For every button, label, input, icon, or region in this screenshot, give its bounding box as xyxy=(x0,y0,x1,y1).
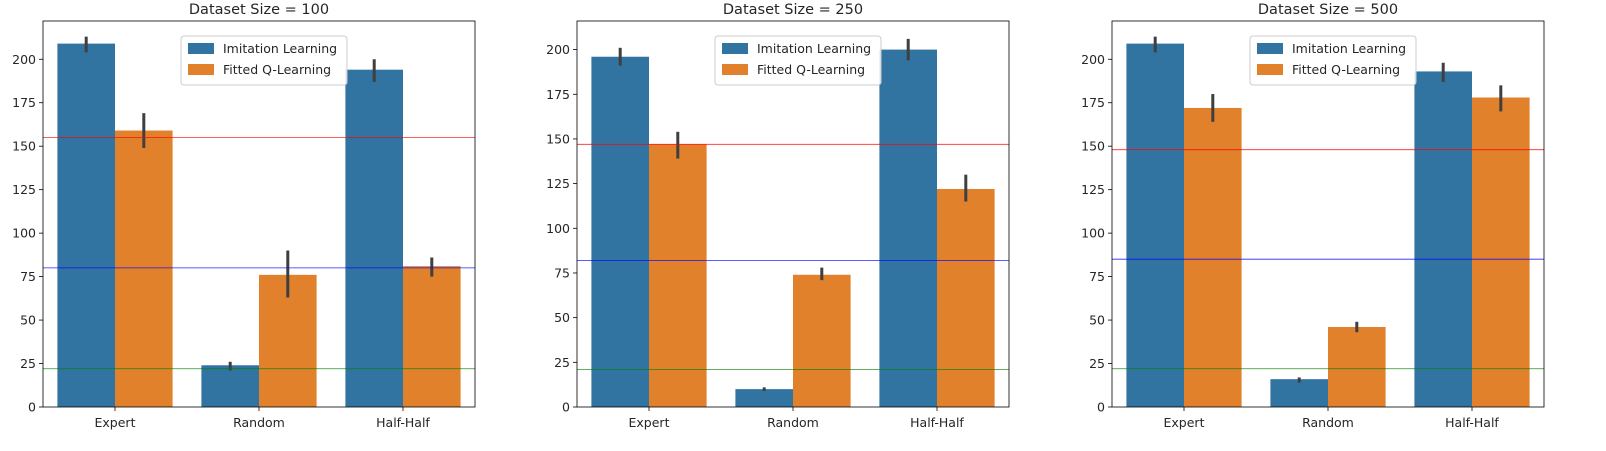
bar-half-half-fitted-q-learning xyxy=(403,266,461,407)
y-tick-label: 125 xyxy=(12,182,36,197)
y-tick-label: 25 xyxy=(1089,356,1105,371)
legend-label: Imitation Learning xyxy=(757,41,871,56)
legend: Imitation Learning Fitted Q-Learning xyxy=(714,35,882,86)
legend-label: Imitation Learning xyxy=(1292,41,1406,56)
bar-expert-imitation-learning xyxy=(1126,43,1184,407)
bar-random-imitation-learning xyxy=(201,365,259,407)
x-tick-label: Half-Half xyxy=(1445,415,1499,430)
bar-expert-imitation-learning xyxy=(57,43,115,407)
legend-box xyxy=(1249,35,1417,86)
y-tick-label: 50 xyxy=(1089,313,1105,328)
legend-swatch xyxy=(722,43,748,54)
chart-panel-2: Dataset Size = 250 0 25 50 75 100 125 150 175 200… xyxy=(546,2,1010,430)
x-tick-label: Expert xyxy=(1164,415,1205,430)
chart-title: Dataset Size = 500 xyxy=(1258,2,1398,18)
y-tick-label: 0 xyxy=(562,400,570,415)
legend-swatch xyxy=(722,64,748,75)
legend-label: Fitted Q-Learning xyxy=(223,62,331,77)
chart-panel-3: Dataset Size = 500 0 25 50 75 100 125 150 175 200… xyxy=(1081,2,1545,430)
legend-swatch xyxy=(1257,43,1283,54)
y-tick-label: 50 xyxy=(554,310,570,325)
y-tick-label: 175 xyxy=(12,95,36,110)
legend: Imitation Learning Fitted Q-Learning xyxy=(1249,35,1417,86)
bar-half-half-imitation-learning xyxy=(1414,71,1472,407)
bar-half-half-imitation-learning xyxy=(345,69,403,407)
y-tick-label: 75 xyxy=(1089,269,1105,284)
x-tick-label: Half-Half xyxy=(910,415,964,430)
bar-expert-fitted-q-learning xyxy=(649,144,707,408)
chart-title: Dataset Size = 250 xyxy=(723,2,863,18)
y-tick-label: 175 xyxy=(546,87,570,102)
y-tick-label: 125 xyxy=(546,176,570,191)
y-tick-label: 150 xyxy=(1081,139,1105,154)
chart-title: Dataset Size = 100 xyxy=(189,2,329,18)
legend-swatch xyxy=(1257,64,1283,75)
y-tick-label: 125 xyxy=(1081,182,1105,197)
y-tick-label: 100 xyxy=(12,226,36,241)
bar-half-half-fitted-q-learning xyxy=(937,188,995,407)
legend-swatch xyxy=(188,64,214,75)
y-tick-label: 50 xyxy=(20,313,36,328)
y-tick-label: 150 xyxy=(12,139,36,154)
legend-label: Imitation Learning xyxy=(223,41,337,56)
x-tick-label: Random xyxy=(233,415,285,430)
y-tick-label: 200 xyxy=(1081,52,1105,67)
y-tick-label: 25 xyxy=(20,356,36,371)
bar-expert-fitted-q-learning xyxy=(1184,107,1242,407)
legend: Imitation Learning Fitted Q-Learning xyxy=(180,35,348,86)
chart-panel-1: Dataset Size = 100 0 25 50 75 100 125 150 175 200… xyxy=(12,2,476,430)
y-tick-label: 200 xyxy=(546,42,570,57)
bar-random-imitation-learning xyxy=(735,389,793,407)
bar-half-half-imitation-learning xyxy=(879,49,937,408)
legend-box xyxy=(180,35,348,86)
legend-box xyxy=(714,35,882,86)
y-tick-label: 75 xyxy=(20,269,36,284)
bar-random-fitted-q-learning xyxy=(793,274,851,407)
x-tick-label: Expert xyxy=(629,415,670,430)
bar-half-half-fitted-q-learning xyxy=(1472,97,1530,407)
y-tick-label: 100 xyxy=(546,221,570,236)
y-tick-label: 200 xyxy=(12,52,36,67)
bar-expert-fitted-q-learning xyxy=(115,130,173,408)
y-tick-label: 0 xyxy=(28,400,36,415)
x-tick-label: Random xyxy=(1302,415,1354,430)
legend-label: Fitted Q-Learning xyxy=(1292,62,1400,77)
legend-label: Fitted Q-Learning xyxy=(757,62,865,77)
y-tick-label: 150 xyxy=(546,131,570,146)
x-tick-label: Half-Half xyxy=(376,415,430,430)
x-tick-label: Expert xyxy=(95,415,136,430)
legend-swatch xyxy=(188,43,214,54)
bar-expert-imitation-learning xyxy=(591,56,649,407)
x-tick-label: Random xyxy=(767,415,819,430)
y-tick-label: 75 xyxy=(554,265,570,280)
bar-random-imitation-learning xyxy=(1270,379,1328,407)
y-tick-label: 100 xyxy=(1081,226,1105,241)
y-tick-label: 25 xyxy=(554,355,570,370)
bar-random-fitted-q-learning xyxy=(1328,327,1386,407)
y-tick-label: 0 xyxy=(1097,400,1105,415)
y-tick-label: 175 xyxy=(1081,95,1105,110)
